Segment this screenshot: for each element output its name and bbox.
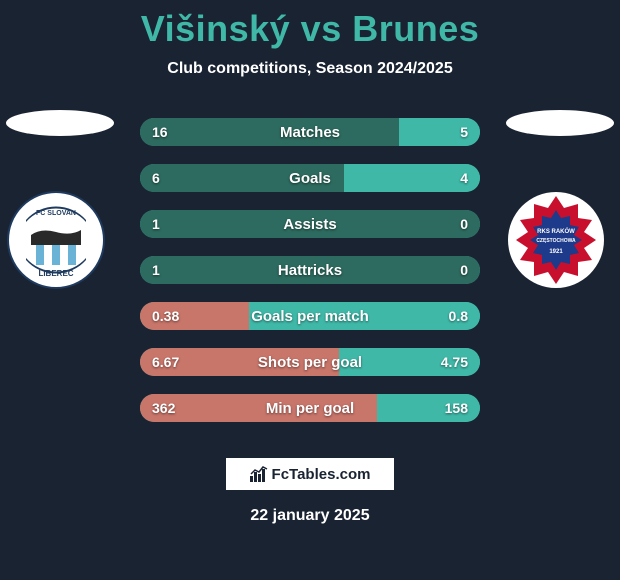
bar-value-left: 6.67 [152, 354, 179, 370]
bar-fill-left [140, 118, 399, 146]
bar-value-right: 0.8 [449, 308, 468, 324]
stat-bar: 6.67 Shots per goal 4.75 [140, 348, 480, 376]
svg-text:FC SLOVAN: FC SLOVAN [36, 210, 76, 217]
bar-value-left: 362 [152, 400, 175, 416]
right-ellipse-decor [506, 110, 614, 136]
right-team-crest: RKS RAKÓW CZĘSTOCHOWA 1921 [506, 190, 606, 290]
bar-label: Goals per match [251, 308, 369, 325]
stat-bar: 16 Matches 5 [140, 118, 480, 146]
stat-bar: 1 Hattricks 0 [140, 256, 480, 284]
bar-label: Hattricks [278, 262, 342, 279]
bar-label: Assists [283, 216, 336, 233]
bar-value-right: 158 [445, 400, 468, 416]
bar-value-left: 6 [152, 170, 160, 186]
left-team-column: FC SLOVAN LIBEREC [6, 110, 114, 290]
bar-value-left: 0.38 [152, 308, 179, 324]
left-ellipse-decor [6, 110, 114, 136]
left-team-crest: FC SLOVAN LIBEREC [6, 190, 106, 290]
svg-text:1921: 1921 [549, 249, 563, 255]
bar-value-right: 5 [460, 124, 468, 140]
bar-value-right: 4 [460, 170, 468, 186]
bar-value-right: 4.75 [441, 354, 468, 370]
bar-label: Matches [280, 124, 340, 141]
bar-value-right: 0 [460, 262, 468, 278]
bar-value-left: 1 [152, 262, 160, 278]
footer-date: 22 january 2025 [250, 507, 369, 525]
bar-label: Min per goal [266, 400, 354, 417]
right-team-column: RKS RAKÓW CZĘSTOCHOWA 1921 [506, 110, 614, 290]
stat-bar: 362 Min per goal 158 [140, 394, 480, 422]
bar-value-left: 16 [152, 124, 168, 140]
subtitle: Club competitions, Season 2024/2025 [167, 60, 452, 78]
bar-label: Goals [289, 170, 331, 187]
infographic-container: Višinský vs Brunes Club competitions, Se… [0, 0, 620, 580]
footer-brand-text: FcTables.com [272, 466, 371, 483]
chart-area: FC SLOVAN LIBEREC RK [0, 118, 620, 580]
stat-bar: 6 Goals 4 [140, 164, 480, 192]
footer-brand-badge: FcTables.com [226, 458, 394, 490]
chart-icon [250, 466, 270, 482]
bar-value-left: 1 [152, 216, 160, 232]
svg-text:CZĘSTOCHOWA: CZĘSTOCHOWA [536, 238, 576, 244]
page-title: Višinský vs Brunes [141, 8, 480, 50]
svg-text:RKS RAKÓW: RKS RAKÓW [537, 227, 575, 235]
svg-text:LIBEREC: LIBEREC [38, 269, 73, 278]
stat-bar: 0.38 Goals per match 0.8 [140, 302, 480, 330]
bar-value-right: 0 [460, 216, 468, 232]
rakow-crest-icon: RKS RAKÓW CZĘSTOCHOWA 1921 [506, 190, 606, 290]
stat-bar: 1 Assists 0 [140, 210, 480, 238]
slovan-liberec-crest-icon: FC SLOVAN LIBEREC [6, 190, 106, 290]
bar-label: Shots per goal [258, 354, 362, 371]
